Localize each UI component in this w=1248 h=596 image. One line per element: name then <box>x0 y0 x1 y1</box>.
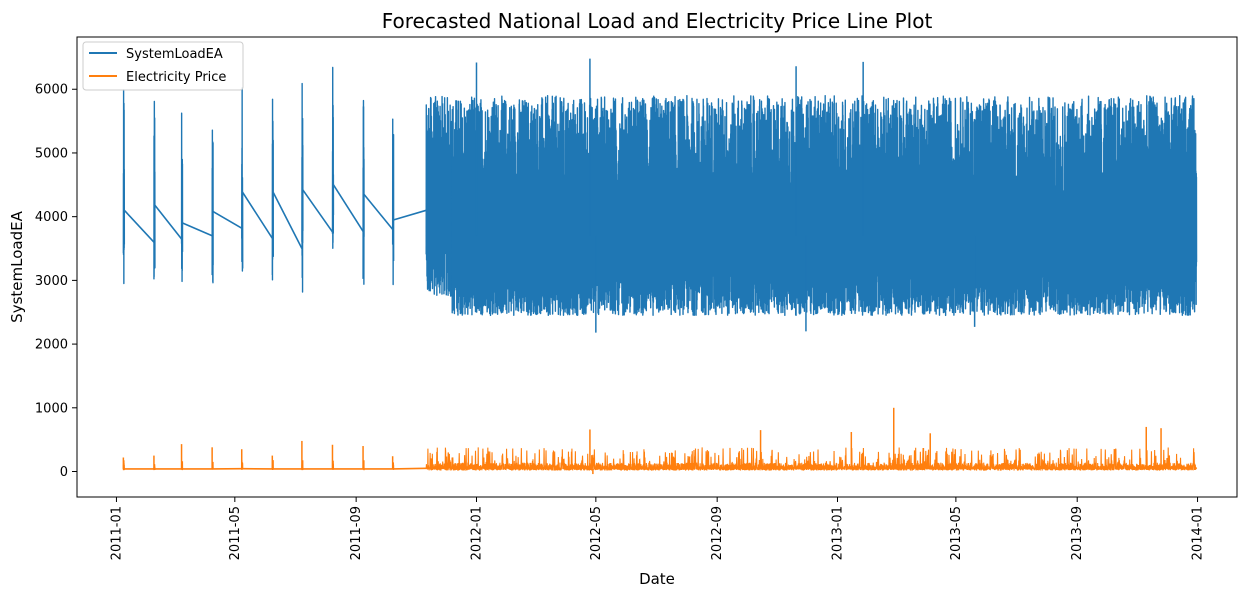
systemload-segment-7 <box>331 66 335 249</box>
systemload-segment-10 <box>425 95 453 297</box>
systemload-segment-6 <box>301 82 304 293</box>
y-tick-label-3: 3000 <box>35 274 68 289</box>
x-tick-label-8: 2013-09 <box>1070 506 1085 560</box>
price-sparse-line <box>123 467 427 470</box>
systemload-connector-5 <box>272 192 303 249</box>
systemload-segment-11 <box>451 94 1198 317</box>
systemload-segment-1 <box>153 100 156 280</box>
x-tick-label-9: 2014-01 <box>1191 506 1206 560</box>
systemload-connector-4 <box>242 192 273 239</box>
x-tick-label-3: 2012-01 <box>469 506 484 560</box>
systemload-connector-6 <box>302 189 334 233</box>
price-dense-band <box>425 447 1198 471</box>
x-tick-label-5: 2012-09 <box>710 506 725 560</box>
systemload-connector-7 <box>332 184 364 232</box>
y-tick-label-1: 1000 <box>35 401 68 416</box>
x-tick-label-4: 2012-05 <box>589 506 604 560</box>
x-axis: 2011-01 2011-05 2011-09 2012-01 2012-05 2012-… <box>109 497 1206 560</box>
price-cluster-7 <box>331 460 335 470</box>
x-tick-label-0: 2011-01 <box>109 506 124 560</box>
price-cluster-0 <box>122 460 125 471</box>
price-cluster-5 <box>271 460 274 471</box>
legend-label-systemload: SystemLoadEA <box>126 47 223 62</box>
y-axis-label: SystemLoadEA <box>8 210 26 322</box>
x-tick-label-6: 2013-01 <box>831 506 846 560</box>
systemload-connector-1 <box>154 204 183 240</box>
systemload-connector-3 <box>212 210 243 229</box>
legend: SystemLoadEA Electricity Price <box>82 41 244 91</box>
systemload-segment-9 <box>391 118 395 286</box>
x-axis-label: Date <box>639 570 675 588</box>
systemload-connector-9 <box>393 209 427 221</box>
legend-box <box>82 41 244 91</box>
systemload-segment-5 <box>271 98 274 281</box>
y-tick-label-2: 2000 <box>35 338 68 353</box>
legend-label-price: Electricity Price <box>126 70 226 85</box>
y-tick-label-5: 5000 <box>35 146 68 161</box>
price-cluster-8 <box>362 460 365 471</box>
x-tick-label-7: 2013-05 <box>949 506 964 560</box>
systemload-segment-0 <box>122 89 126 285</box>
systemload-connector-2 <box>182 222 213 237</box>
plot-frame <box>76 36 1238 498</box>
systemload-segment-4 <box>241 87 244 272</box>
y-axis: 0 1000 2000 3000 4000 5000 6000 <box>35 83 77 480</box>
chart-title: Forecasted National Load and Electricity… <box>382 9 933 33</box>
y-tick-label-6: 6000 <box>35 83 68 98</box>
systemload-connector-8 <box>363 193 394 230</box>
x-tick-label-1: 2011-05 <box>228 506 243 560</box>
systemload-connector-0 <box>123 209 155 243</box>
y-tick-label-4: 4000 <box>35 210 68 225</box>
systemload-segment-2 <box>180 112 184 283</box>
systemload-segment-3 <box>211 129 214 284</box>
x-tick-label-2: 2011-09 <box>349 506 364 560</box>
systemload-segment-8 <box>362 99 365 285</box>
y-tick-label-0: 0 <box>60 465 68 480</box>
